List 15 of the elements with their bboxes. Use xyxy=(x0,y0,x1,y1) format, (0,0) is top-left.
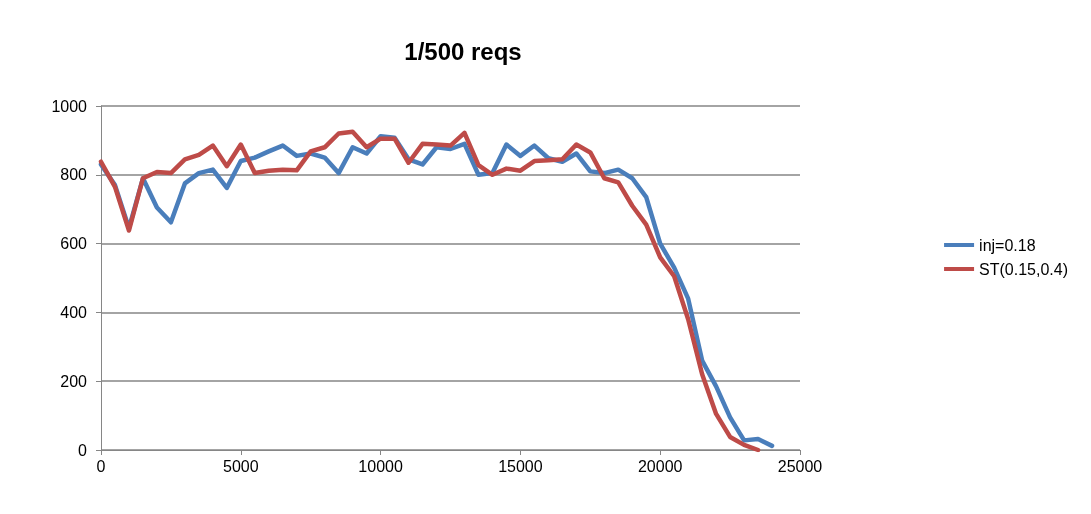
y-tick-label: 0 xyxy=(78,441,88,459)
y-tick-label: 1000 xyxy=(51,97,88,115)
chart-title: 1/500 reqs xyxy=(404,37,522,65)
legend-label: inj=0.18 xyxy=(979,236,1036,254)
x-tick-label: 5000 xyxy=(223,457,259,475)
x-tick-label: 10000 xyxy=(358,457,403,475)
x-tick-label: 20000 xyxy=(637,457,683,475)
y-tick-label: 600 xyxy=(60,235,88,253)
x-tick-label: 0 xyxy=(96,457,106,475)
y-tick-label: 800 xyxy=(60,166,88,184)
x-tick-label: 25000 xyxy=(777,457,823,475)
y-tick-label: 200 xyxy=(60,372,88,390)
x-tick-label: 15000 xyxy=(498,457,543,475)
y-tick-label: 400 xyxy=(60,303,88,321)
legend-label: ST(0.15,0.4) xyxy=(979,260,1069,278)
